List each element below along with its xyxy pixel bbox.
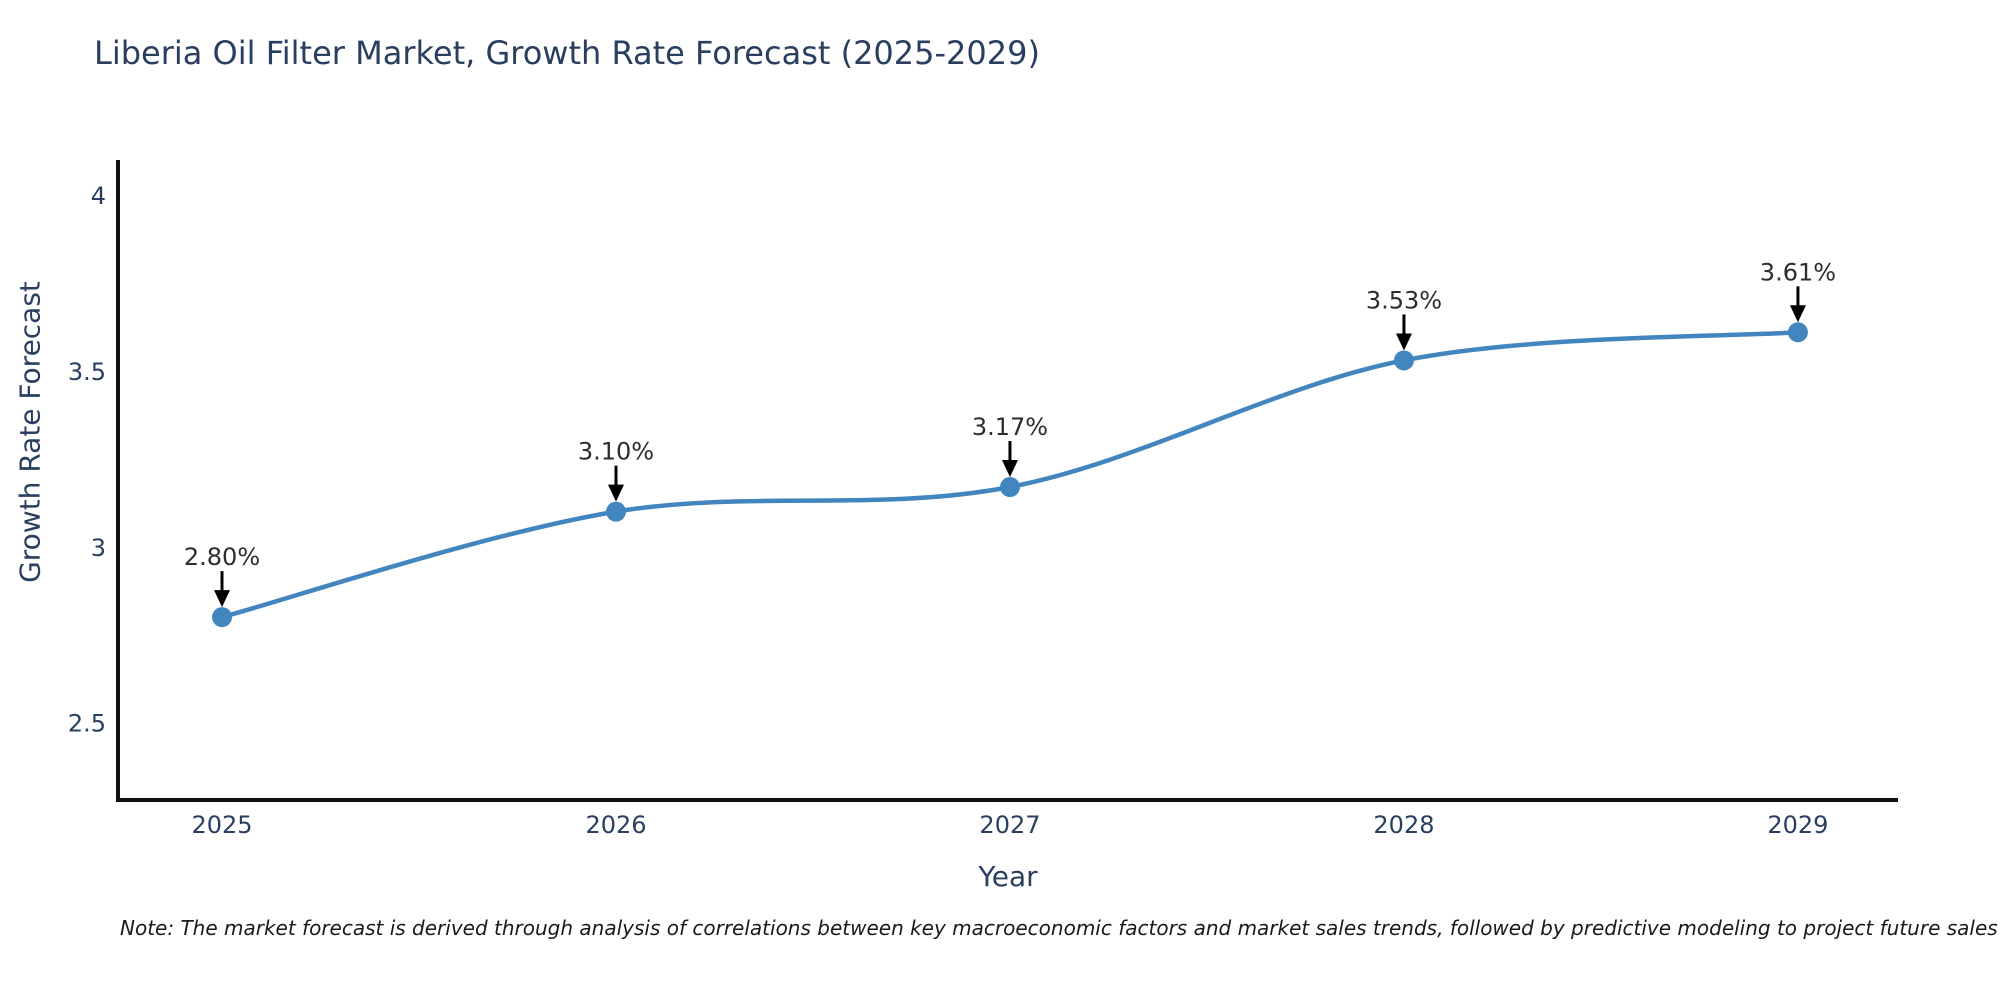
annotation-arrowhead [1395,333,1412,351]
data-point-2025 [212,607,233,628]
data-point-2029 [1787,322,1808,343]
footnote: Note: The market forecast is derived thr… [120,916,1998,940]
y-tick-label: 2.5 [68,710,106,738]
annotation-arrowhead [214,590,231,608]
data-point-2026 [605,501,626,522]
x-axis-title: Year [978,860,1038,893]
y-tick-label: 4 [91,182,106,210]
x-tick-label: 2029 [1767,811,1828,839]
data-point-2027 [999,477,1020,498]
annotation-arrowhead [1789,305,1806,323]
x-tick-label: 2026 [585,811,646,839]
x-tick-label: 2028 [1373,811,1434,839]
annotation-arrowhead [607,484,624,502]
data-point-2028 [1393,350,1414,371]
y-tick-label: 3 [91,534,106,562]
x-tick-label: 2027 [979,811,1040,839]
annotation-label: 3.53% [1366,286,1442,314]
annotation-label: 3.17% [972,413,1048,441]
x-tick-label: 2025 [191,811,252,839]
chart-title: Liberia Oil Filter Market, Growth Rate F… [94,34,1040,72]
annotation-label: 3.10% [578,438,654,466]
annotation-arrowhead [1001,460,1018,478]
annotation-label: 2.80% [184,543,260,571]
y-tick-label: 3.5 [68,358,106,386]
annotation-label: 3.61% [1760,258,1836,286]
